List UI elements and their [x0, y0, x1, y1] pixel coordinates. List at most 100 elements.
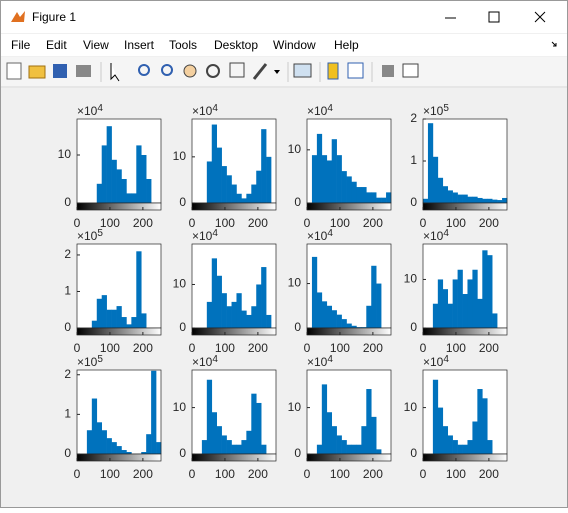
- colorbar-icon[interactable]: [327, 62, 339, 80]
- dock-arrow[interactable]: [551, 41, 557, 47]
- x-tick-label: 0: [420, 467, 427, 481]
- x-tick-label: 0: [189, 467, 196, 481]
- multiplier-exponent: 4: [327, 354, 333, 365]
- x-tick-label: 200: [133, 341, 153, 355]
- histogram-bar: [356, 444, 362, 454]
- save-icon[interactable]: [53, 64, 67, 78]
- maximize-button[interactable]: [488, 11, 500, 23]
- legend-icon[interactable]: [347, 62, 364, 79]
- close-button[interactable]: [534, 11, 546, 23]
- x-tick-label: 100: [330, 216, 350, 230]
- histogram-bar: [331, 310, 337, 328]
- histogram-bar: [462, 294, 468, 328]
- histogram-bar: [211, 124, 218, 203]
- menu-item[interactable]: Insert: [124, 38, 155, 52]
- x-tick-label: 100: [446, 216, 466, 230]
- histogram-bar: [111, 309, 117, 328]
- menu-item[interactable]: Tools: [169, 38, 197, 52]
- x-tick-label: 100: [100, 216, 120, 230]
- histogram-bar: [371, 265, 377, 328]
- y-multiplier: ×104: [423, 354, 449, 370]
- x-tick-label: 0: [420, 216, 427, 230]
- multiplier-exponent: 4: [443, 354, 449, 365]
- gray-colorbar: [306, 453, 392, 462]
- x-tick-label: 100: [446, 341, 466, 355]
- gray-colorbar: [422, 453, 508, 462]
- menu-item[interactable]: Edit: [46, 38, 67, 52]
- histogram-bar: [356, 327, 362, 328]
- histogram-bar: [146, 434, 152, 454]
- multiplier-exponent: 4: [212, 103, 218, 114]
- histogram-bar: [386, 192, 392, 203]
- histogram-bar: [311, 256, 318, 328]
- histogram-bar: [371, 192, 377, 203]
- new-icon[interactable]: [6, 62, 22, 80]
- x-tick-label: 200: [363, 341, 383, 355]
- menu-item[interactable]: View: [83, 38, 109, 52]
- histogram-bar: [126, 324, 132, 328]
- menu-item[interactable]: Help: [334, 38, 359, 52]
- x-tick-label: 0: [304, 467, 311, 481]
- multiplier-exponent: 4: [327, 103, 333, 114]
- y-tick-label: 1: [64, 284, 71, 298]
- menu-item[interactable]: Desktop: [214, 38, 258, 52]
- multiplier-exponent: 4: [212, 354, 218, 365]
- x-tick-label: 100: [215, 467, 235, 481]
- histogram-bar: [331, 139, 337, 203]
- zoom-out-icon[interactable]: [161, 64, 173, 76]
- histogram-bar: [331, 426, 337, 454]
- histogram-bar: [91, 320, 98, 328]
- multiplier-base: ×10: [423, 229, 444, 243]
- histogram-bar: [467, 440, 473, 454]
- histogram-bar: [326, 305, 333, 328]
- show-tools-icon[interactable]: [402, 63, 419, 78]
- multiplier-base: ×10: [77, 355, 98, 369]
- histogram-plot: 0 1 2 0 100 200 ×105: [410, 103, 508, 230]
- pan-icon[interactable]: [183, 64, 197, 78]
- gray-colorbar: [191, 453, 277, 462]
- histogram-bar: [482, 250, 488, 328]
- x-tick-label: 0: [304, 216, 311, 230]
- rotate-icon[interactable]: [206, 64, 220, 78]
- multiplier-exponent: 5: [443, 103, 449, 114]
- brush-icon[interactable]: [252, 63, 268, 80]
- histogram-bar: [316, 444, 323, 454]
- histogram-bar: [246, 430, 252, 454]
- histogram-bar: [246, 193, 252, 203]
- axes-background: [192, 370, 276, 454]
- histogram-bar: [467, 196, 473, 203]
- histogram-bar: [437, 279, 444, 328]
- print-icon[interactable]: [76, 65, 91, 77]
- menu-bar: [1, 34, 567, 56]
- data-cursor-icon[interactable]: [229, 62, 245, 78]
- zoom-in-icon[interactable]: [138, 64, 150, 76]
- y-tick-label: 10: [288, 400, 302, 414]
- histogram-bar: [231, 184, 237, 203]
- window-title: Figure 1: [32, 10, 76, 24]
- multiplier-exponent: 5: [97, 354, 103, 365]
- histogram-bar: [101, 295, 107, 328]
- y-multiplier: ×104: [307, 103, 333, 119]
- histogram-bar: [241, 310, 247, 328]
- gray-colorbar: [191, 327, 277, 336]
- histogram-bar: [487, 440, 493, 454]
- y-tick-label: 10: [288, 276, 302, 290]
- menu-item[interactable]: File: [11, 38, 31, 52]
- histogram-bar: [266, 314, 272, 328]
- x-tick-label: 0: [420, 341, 427, 355]
- multiplier-base: ×10: [307, 355, 328, 369]
- histogram-bar: [236, 444, 242, 454]
- open-icon[interactable]: [28, 65, 46, 79]
- histogram-bar: [472, 196, 478, 203]
- histogram-bar: [116, 446, 122, 454]
- histogram-bar: [487, 198, 493, 203]
- menu-item[interactable]: Window: [273, 38, 316, 52]
- gray-colorbar: [76, 202, 162, 211]
- hide-tools-icon[interactable]: [382, 65, 394, 77]
- y-tick-label: 10: [58, 147, 72, 161]
- link-icon[interactable]: [293, 63, 312, 78]
- histogram-bar: [236, 193, 242, 203]
- pointer-icon[interactable]: [110, 63, 120, 82]
- y-tick-label: 0: [294, 320, 301, 334]
